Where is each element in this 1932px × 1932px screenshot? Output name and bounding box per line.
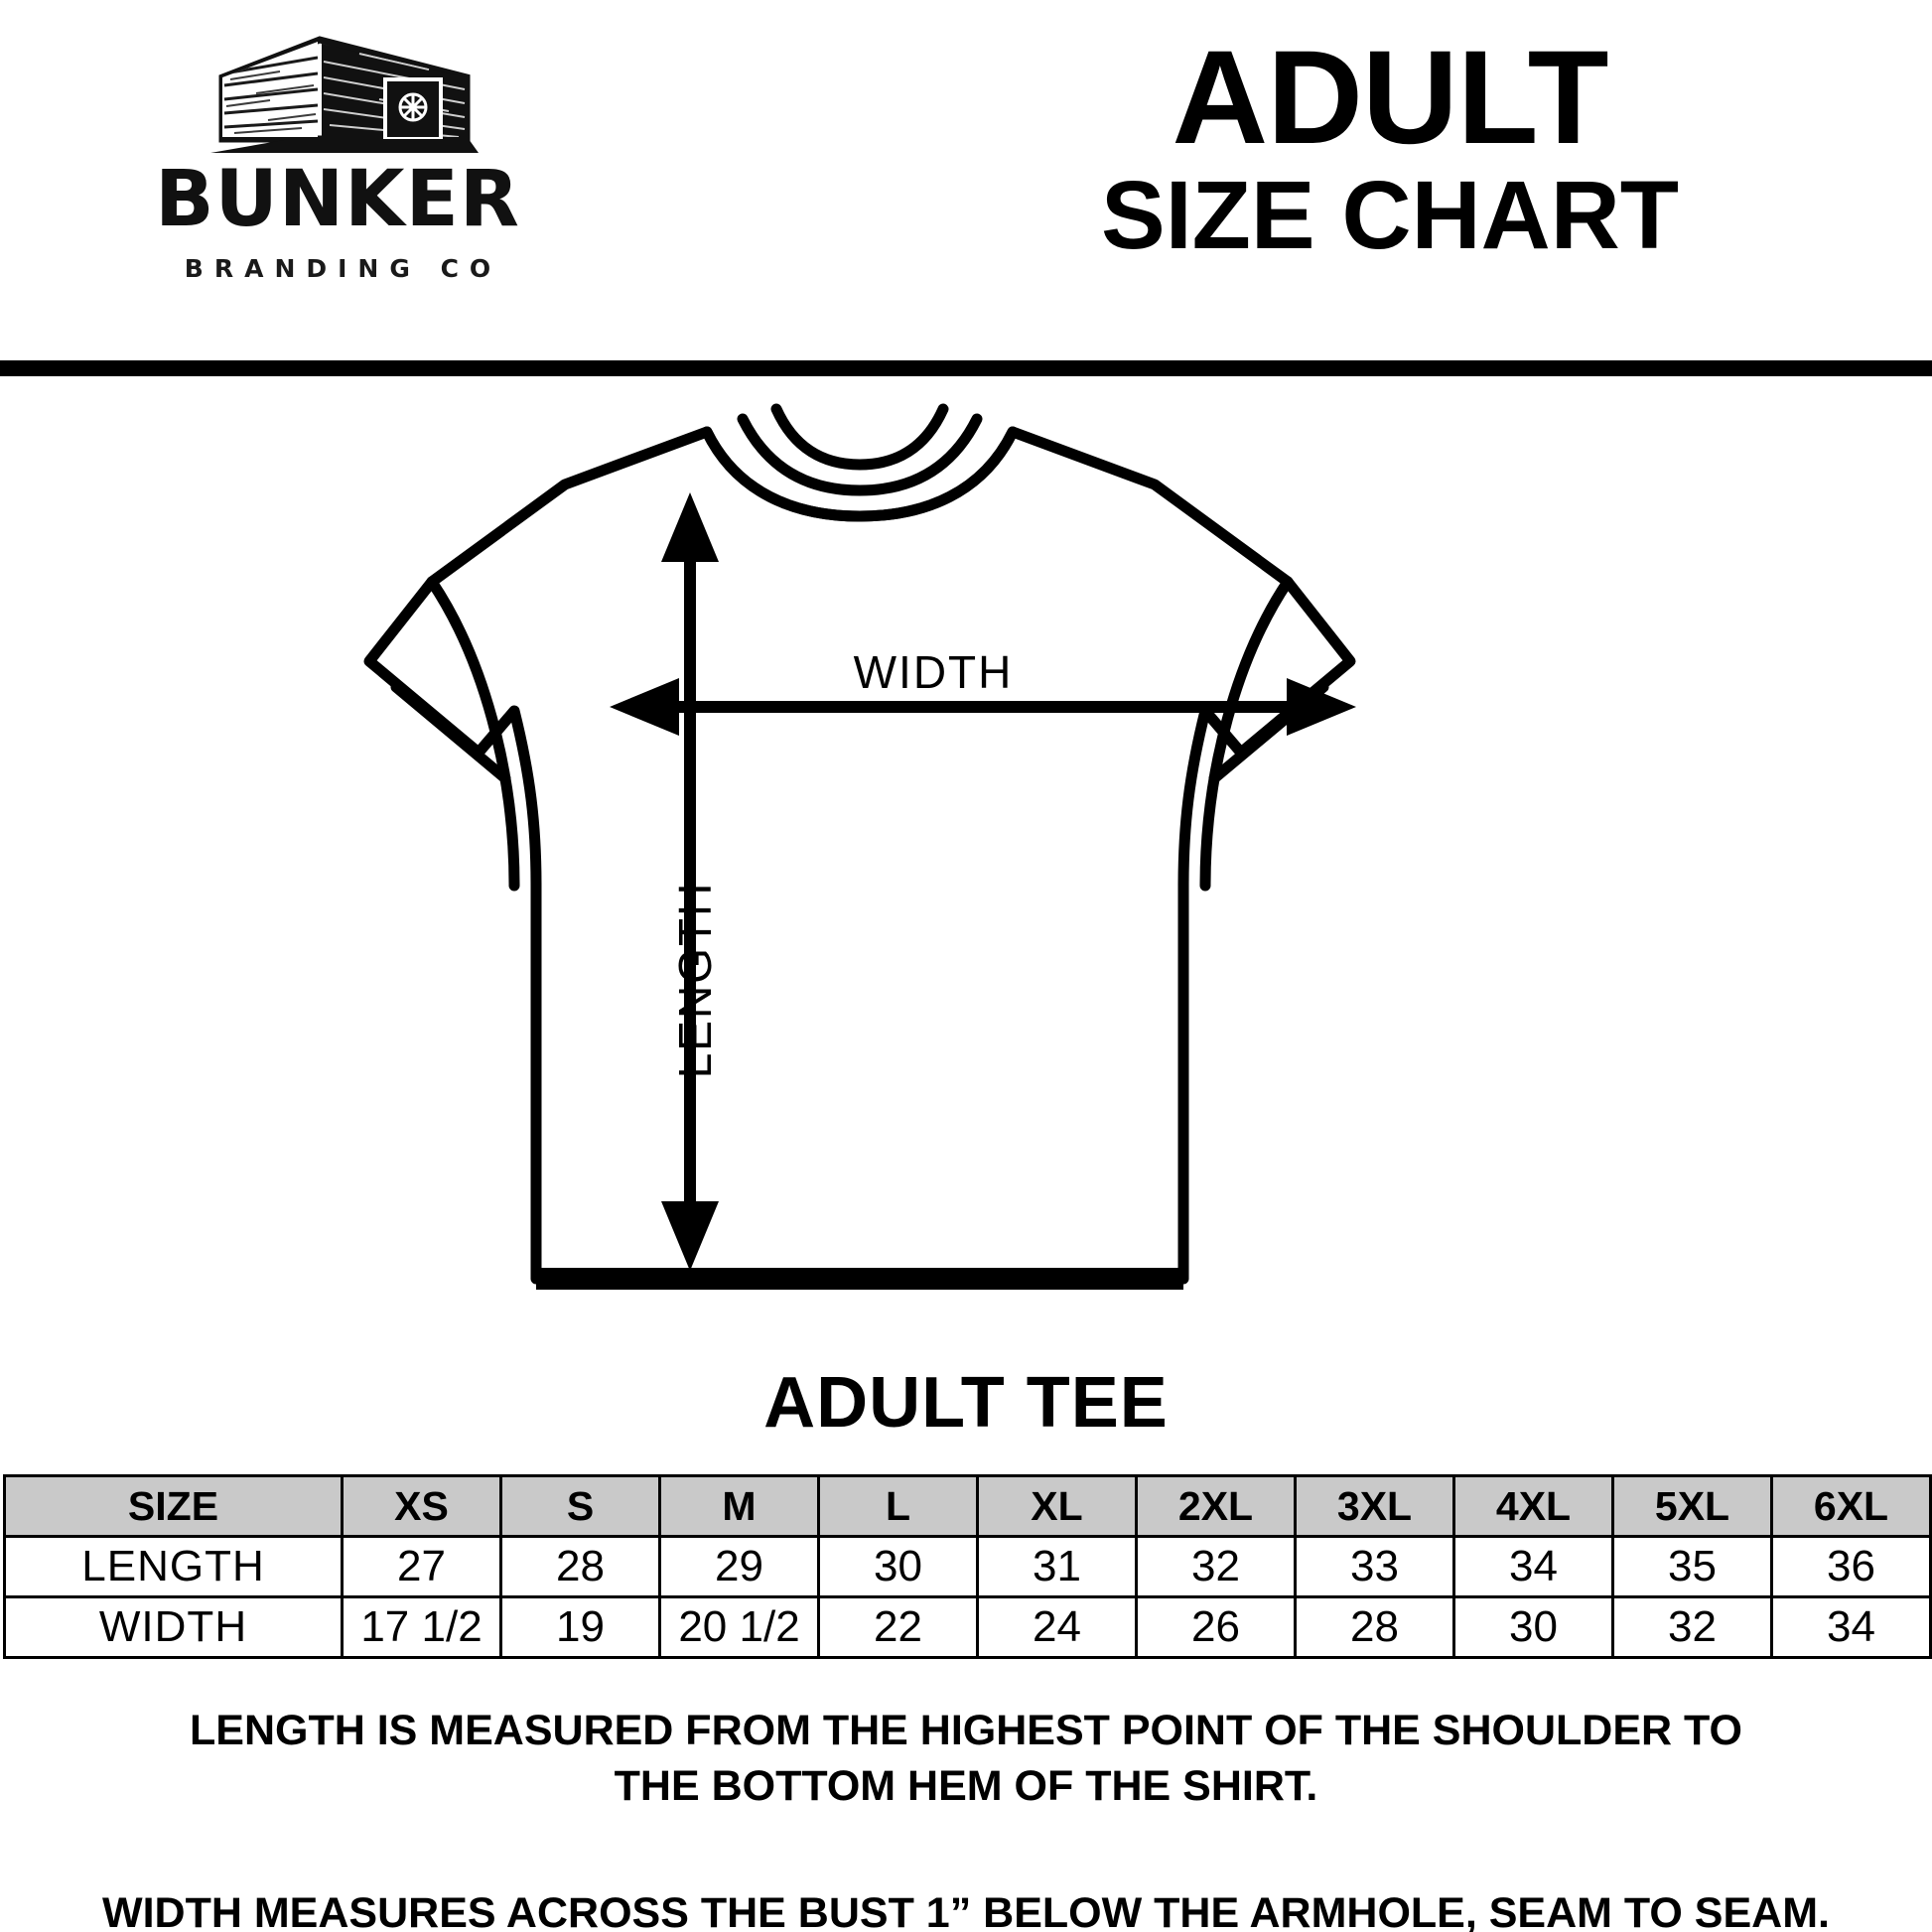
cell-length-xs: 27 [341,1535,502,1598]
table-row: WIDTH 17 1/2 19 20 1/2 22 24 26 28 30 32… [3,1595,1932,1659]
header-divider [0,360,1932,376]
header-size-xs: XS [341,1474,502,1538]
note-length-line-1: LENGTH IS MEASURED FROM THE HIGHEST POIN… [190,1707,1742,1754]
cell-length-4xl: 34 [1452,1535,1614,1598]
brand-wordmark: BUNKER [155,155,520,244]
size-table-container: SIZE XS S M L XL 2XL 3XL 4XL 5XL 6XL LEN… [3,1474,1932,1659]
cell-width-m: 20 1/2 [658,1595,820,1659]
header-size-m: M [658,1474,820,1538]
cell-width-xs: 17 1/2 [341,1595,502,1659]
header-size-l: L [817,1474,979,1538]
cell-length-5xl: 35 [1611,1535,1773,1598]
cell-width-3xl: 28 [1294,1595,1455,1659]
row-label-length: LENGTH [3,1535,344,1598]
size-table: SIZE XS S M L XL 2XL 3XL 4XL 5XL 6XL LEN… [3,1474,1932,1659]
header-size: SIZE [3,1474,344,1538]
cell-width-2xl: 26 [1135,1595,1297,1659]
cell-width-5xl: 32 [1611,1595,1773,1659]
page-title-main: ADULT [1172,24,1608,172]
table-row: LENGTH 27 28 29 30 31 32 33 34 35 36 [3,1535,1932,1598]
cell-length-xl: 31 [976,1535,1138,1598]
cell-width-4xl: 30 [1452,1595,1614,1659]
bunker-building-icon [210,34,479,163]
measurement-notes: LENGTH IS MEASURED FROM THE HIGHEST POIN… [0,1703,1932,1932]
header-size-4xl: 4XL [1452,1474,1614,1538]
cell-length-6xl: 36 [1770,1535,1932,1598]
page-title: ADULT SIZE CHART [894,24,1886,270]
cell-length-3xl: 33 [1294,1535,1455,1598]
cell-width-s: 19 [499,1595,661,1659]
cell-length-l: 30 [817,1535,979,1598]
header-size-5xl: 5XL [1611,1474,1773,1538]
cell-width-l: 22 [817,1595,979,1659]
header-size-3xl: 3XL [1294,1474,1455,1538]
tshirt-outline-icon [363,403,1356,1290]
width-label: WIDTH [853,646,1014,698]
header-size-6xl: 6XL [1770,1474,1932,1538]
cell-length-2xl: 32 [1135,1535,1297,1598]
length-label: LENGTH [669,881,721,1079]
row-label-width: WIDTH [3,1595,344,1659]
note-length: LENGTH IS MEASURED FROM THE HIGHEST POIN… [0,1703,1932,1814]
header-size-s: S [499,1474,661,1538]
page-title-sub: SIZE CHART [1101,161,1679,269]
diagram-caption: ADULT TEE [763,1363,1169,1443]
brand-logo: BUNKER BRANDING CO [119,34,556,302]
header-size-xl: XL [976,1474,1138,1538]
note-length-line-2: THE BOTTOM HEM OF THE SHIRT. [614,1762,1318,1810]
cell-width-xl: 24 [976,1595,1138,1659]
table-header-row: SIZE XS S M L XL 2XL 3XL 4XL 5XL 6XL [3,1474,1932,1538]
note-width: WIDTH MEASURES ACROSS THE BUST 1” BELOW … [102,1889,1830,1932]
cell-length-s: 28 [499,1535,661,1598]
cell-width-6xl: 34 [1770,1595,1932,1659]
brand-tagline: BRANDING CO [184,254,502,283]
cell-length-m: 29 [658,1535,820,1598]
garment-diagram: WIDTH LENGTH [0,397,1932,1350]
header-size-2xl: 2XL [1135,1474,1297,1538]
width-arrow-icon [610,678,1356,736]
page-header: BUNKER BRANDING CO ADULT SIZE CHART [0,0,1932,360]
